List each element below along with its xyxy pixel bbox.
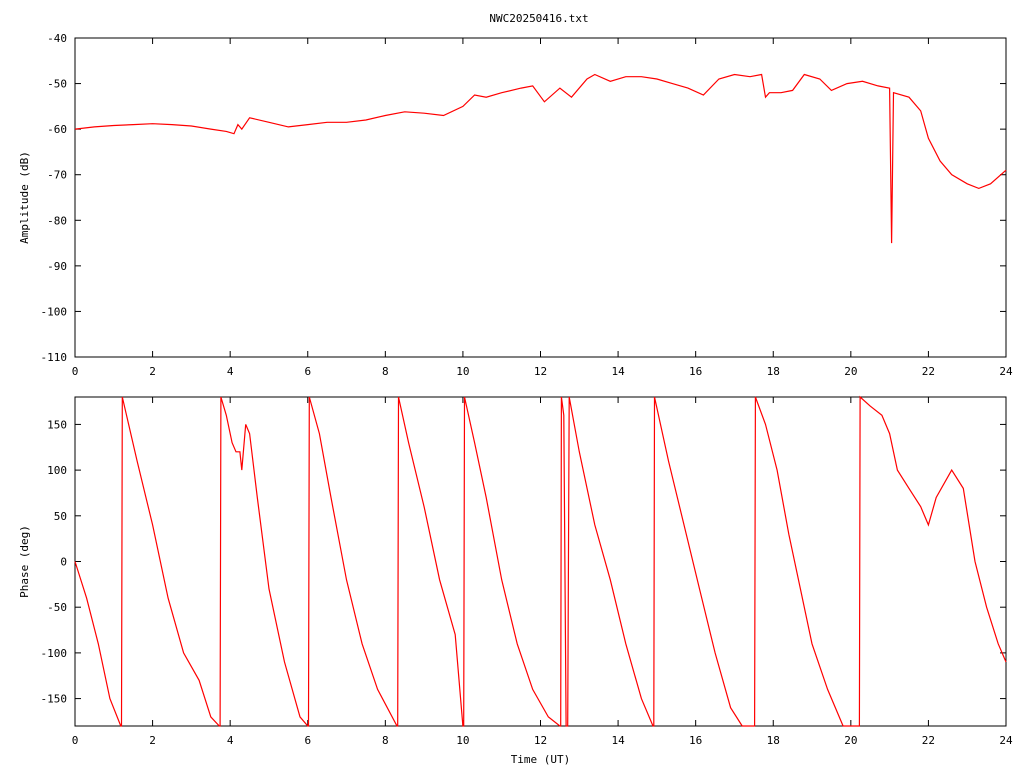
x-tick-label: 18 [767,734,780,747]
y-tick-label: -80 [47,214,67,227]
y-tick-label: -110 [41,351,68,364]
y-tick-label: -70 [47,169,67,182]
y-tick-label: 150 [47,418,67,431]
x-tick-label: 2 [149,365,156,378]
x-tick-label: 4 [227,365,234,378]
x-tick-label: 20 [844,734,857,747]
x-tick-label: 10 [456,365,469,378]
x-tick-label: 22 [922,734,935,747]
chart-title: NWC20250416.txt [489,12,588,25]
x-tick-label: 20 [844,365,857,378]
y-tick-label: -60 [47,123,67,136]
y-tick-label: -100 [41,305,68,318]
x-tick-label: 24 [999,734,1013,747]
x-tick-label: 12 [534,734,547,747]
x-tick-label: 6 [304,734,311,747]
y-tick-label: -100 [41,647,68,660]
x-tick-label: 0 [72,734,79,747]
series-line-1 [74,73,1007,244]
y-tick-label: 50 [54,510,67,523]
y-tick-label: 0 [60,556,67,569]
x-tick-label: 16 [689,365,702,378]
x-tick-label: 14 [611,365,625,378]
y-tick-label: -50 [47,601,67,614]
plot-panel-1: 0 2 4 6 8 10 12 14 16 18 20 22 24-40-50-60-70-80-90-… [18,32,1013,378]
x-tick-label: 8 [382,734,389,747]
y-tick-label: -50 [47,78,67,91]
x-tick-label: 8 [382,365,389,378]
series-line-1 [74,395,1007,727]
plot-frame [74,37,1007,358]
y-tick-label: -90 [47,260,67,273]
x-tick-label: 2 [149,734,156,747]
x-tick-label: 12 [534,365,547,378]
x-tick-label: 24 [999,365,1013,378]
x-tick-label: 0 [72,365,79,378]
x-tick-label: 6 [304,365,311,378]
x-tick-label: 4 [227,734,234,747]
y-tick-label: -150 [41,693,68,706]
y-tick-label: -40 [47,32,67,45]
y-axis-label: Phase (deg) [18,525,31,598]
plot-panel-2: 0 2 4 6 8 10 12 14 16 18 20 22 24150100500-50-100-15… [18,395,1013,766]
x-tick-label: 14 [611,734,625,747]
y-axis-label: Amplitude (dB) [18,151,31,244]
plots-container: 0 2 4 6 8 10 12 14 16 18 20 22 24-40-50-60-70-80-90-… [18,32,1013,766]
x-tick-label: 16 [689,734,702,747]
x-tick-label: 22 [922,365,935,378]
y-tick-label: 100 [47,464,67,477]
x-tick-label: 18 [767,365,780,378]
plot-frame [74,396,1007,727]
x-tick-label: 10 [456,734,469,747]
x-axis-label: Time (UT) [511,753,571,766]
